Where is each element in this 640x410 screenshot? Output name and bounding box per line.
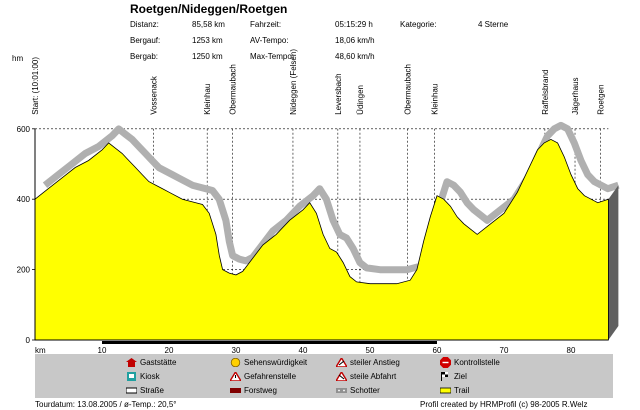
waypoint-label: Obermaubach — [404, 64, 413, 115]
stat-value-climb: 1253 km — [192, 36, 223, 45]
gravel-icon — [336, 386, 347, 395]
legend-label-ziel: Ziel — [454, 372, 467, 381]
stat-value-descent: 1250 km — [192, 52, 223, 61]
x-tick-label: 10 — [98, 346, 107, 355]
legend-label-strasse: Straße — [140, 386, 165, 395]
x-axis-label: km — [35, 346, 46, 355]
stat-value-distance: 85,58 km — [192, 20, 225, 29]
footer-credits: Profil created by HRMProfil (c) 98-2005 … — [420, 400, 588, 409]
x-tick-label: 50 — [366, 346, 375, 355]
legend-label-steile-abfahrt: steile Abfahrt — [350, 372, 397, 381]
y-tick-label: 200 — [17, 266, 31, 275]
stat-value-avg-speed: 18,06 km/h — [335, 36, 375, 45]
waypoint-label: Leversbach — [334, 73, 343, 114]
waypoint-label: Kleinhau — [430, 84, 439, 115]
legend-label-sehenswuerdigkeit: Sehenswürdigkeit — [244, 358, 308, 367]
stat-label-avg-speed: AV-Tempo: — [250, 36, 289, 45]
waypoint-label: Kleinhau — [203, 84, 212, 115]
sight-icon — [230, 358, 241, 367]
waypoint-label: Roetgen — [596, 85, 605, 115]
waypoint-label: Üdingen — [356, 85, 365, 115]
legend-label-kiosk: Kiosk — [140, 372, 160, 381]
legend-label-gefahrenstelle: Gefahrenstelle — [244, 372, 297, 381]
x-tick-label: 60 — [433, 346, 442, 355]
x-tick-label: 40 — [299, 346, 308, 355]
stop-icon — [440, 357, 451, 368]
x-axis-bar — [102, 341, 437, 344]
legend-label-trail: Trail — [454, 386, 470, 395]
x-tick-label: 20 — [165, 346, 174, 355]
legend-label-kontrollstelle: Kontrollstelle — [454, 358, 500, 367]
stat-value-category: 4 Sterne — [478, 20, 509, 29]
stat-label-category: Kategorie: — [400, 20, 437, 29]
steep-climb-icon — [336, 358, 347, 367]
footer-tour-date: Tourdatum: 13.08.2005 / ø-Temp.: 20,5° — [35, 400, 177, 409]
page-title: Roetgen/Nideggen/Roetgen — [130, 2, 288, 16]
elevation-chart: 0 200 400 600 10 20 30 40 50 60 70 80 km Start: (10:0… — [17, 49, 620, 355]
x-tick-label: 70 — [500, 346, 509, 355]
elevation-area — [34, 138, 609, 341]
danger-icon — [230, 372, 241, 381]
stat-label-distance: Distanz: — [130, 20, 159, 29]
x-tick-label: 80 — [567, 346, 576, 355]
stat-label-ridetime: Fahrzeit: — [250, 20, 282, 29]
stat-value-max-speed: 48,60 km/h — [335, 52, 375, 61]
y-axis-label: hm — [12, 54, 24, 63]
kiosk-icon — [126, 372, 137, 381]
stat-value-ridetime: 05:15:29 h — [335, 20, 373, 29]
legend-label-steiler-anstieg: steiler Anstieg — [350, 358, 400, 367]
road-icon — [126, 386, 137, 395]
y-tick-label: 0 — [26, 336, 31, 345]
waypoint-label: Vossenack — [150, 75, 159, 115]
finish-flag-icon — [440, 372, 451, 381]
legend-label-gaststaette: Gaststätte — [140, 358, 177, 367]
legend-label-forstweg: Forstweg — [244, 386, 277, 395]
waypoint-label: Obermaubach — [229, 64, 238, 115]
waypoint-label: Start: (10:01:00) — [31, 57, 40, 115]
steep-descent-icon — [336, 372, 347, 381]
stat-label-max-speed: Max-Tempo: — [250, 52, 295, 61]
trail-icon — [440, 386, 451, 395]
house-icon — [126, 358, 137, 367]
stat-label-climb: Bergauf: — [130, 36, 161, 45]
stat-label-descent: Bergab: — [130, 52, 159, 61]
forest-road-icon — [230, 386, 241, 395]
x-tick-label: 30 — [232, 346, 241, 355]
y-tick-label: 400 — [17, 195, 31, 204]
legend: Gaststätte Kiosk Straße Sehenswürdigkeit… — [35, 354, 613, 398]
y-tick-label: 600 — [17, 125, 31, 134]
legend-label-schotter: Schotter — [350, 386, 380, 395]
waypoint-label: Jägerhaus — [571, 77, 580, 114]
waypoint-label: Nideggen (Felsen) — [289, 49, 298, 115]
profile-side-face — [608, 185, 619, 340]
waypoint-label: Raffelsbrand — [541, 70, 550, 115]
